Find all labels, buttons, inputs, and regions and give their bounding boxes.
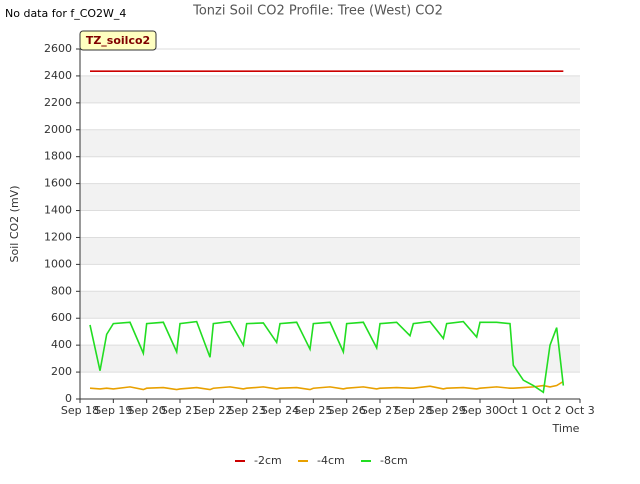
x-tick-label: Sep 19 <box>94 404 132 417</box>
y-tick-label: 1400 <box>44 204 72 217</box>
grid-band <box>80 75 580 103</box>
y-tick-label: 200 <box>51 365 72 378</box>
x-tick-label: Sep 28 <box>394 404 432 417</box>
legend-label: -4cm <box>317 454 345 467</box>
no-data-message: No data for f_CO2W_4 <box>5 7 126 20</box>
y-tick-label: 2400 <box>44 69 72 82</box>
chart-title: Tonzi Soil CO2 Profile: Tree (West) CO2 <box>192 4 443 19</box>
x-tick-label: Sep 24 <box>261 404 299 417</box>
y-tick-label: 800 <box>51 284 72 297</box>
x-axis-label: Time <box>552 422 580 435</box>
y-tick-label: 0 <box>65 392 72 405</box>
x-tick-label: Sep 23 <box>228 404 266 417</box>
legend-label: -2cm <box>254 454 282 467</box>
x-tick-label: Sep 22 <box>194 404 232 417</box>
series-line <box>89 320 565 394</box>
annotation-box <box>79 30 157 51</box>
annotation: TZ_soilco2 <box>86 34 150 47</box>
x-tick-label: Sep 26 <box>328 404 366 417</box>
legend-label: -8cm <box>380 454 408 467</box>
y-tick-label: 1600 <box>44 177 72 190</box>
y-tick-label: 400 <box>51 338 72 351</box>
y-tick-label: 2000 <box>44 123 72 136</box>
y-tick-label: 2600 <box>44 42 72 55</box>
grid-band <box>80 345 580 373</box>
plot-area <box>80 49 580 399</box>
x-tick-label: Sep 25 <box>294 404 332 417</box>
x-tick-label: Oct 3 <box>565 404 595 417</box>
y-tick-label: 2200 <box>44 96 72 109</box>
y-tick-label: 1800 <box>44 150 72 163</box>
grid-band <box>80 237 580 265</box>
x-tick-label: Sep 27 <box>361 404 399 417</box>
grid-band <box>80 129 580 157</box>
x-tick-label: Sep 30 <box>461 404 499 417</box>
y-axis-label: Soil CO2 (mV) <box>8 186 21 263</box>
grid-band <box>80 291 580 319</box>
x-tick-label: Sep 20 <box>128 404 166 417</box>
y-tick-label: 1200 <box>44 230 72 243</box>
y-tick-label: 600 <box>51 311 72 324</box>
y-tick-label: 1000 <box>44 257 72 270</box>
x-tick-label: Oct 2 <box>532 404 562 417</box>
x-tick-label: Sep 29 <box>428 404 466 417</box>
x-tick-label: Oct 1 <box>499 404 529 417</box>
x-tick-label: Sep 18 <box>61 404 99 417</box>
grid-band <box>80 183 580 211</box>
x-tick-label: Sep 21 <box>161 404 199 417</box>
series-line <box>89 380 564 391</box>
